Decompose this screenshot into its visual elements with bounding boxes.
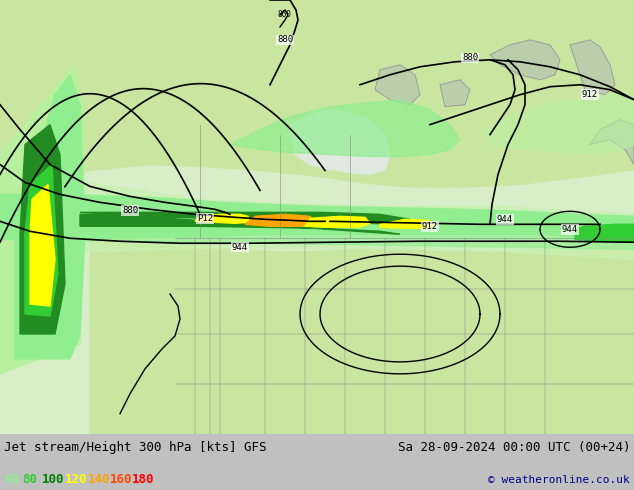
Polygon shape — [575, 224, 634, 242]
Text: 944: 944 — [562, 225, 578, 234]
Text: 180: 180 — [132, 473, 155, 487]
Polygon shape — [90, 234, 634, 434]
Text: 100: 100 — [42, 473, 65, 487]
Polygon shape — [0, 170, 634, 259]
Polygon shape — [195, 214, 250, 223]
Text: 60: 60 — [4, 473, 19, 487]
Text: 912: 912 — [582, 90, 598, 99]
Polygon shape — [590, 120, 634, 165]
Text: 880: 880 — [277, 35, 293, 45]
Polygon shape — [80, 212, 410, 234]
Polygon shape — [440, 80, 470, 107]
Text: 880: 880 — [122, 206, 138, 215]
Text: 944: 944 — [232, 243, 248, 252]
Polygon shape — [0, 170, 634, 234]
Polygon shape — [0, 0, 634, 187]
Text: Sa 28-09-2024 00:00 UTC (00+24): Sa 28-09-2024 00:00 UTC (00+24) — [398, 441, 630, 454]
Polygon shape — [0, 184, 60, 344]
Text: 912: 912 — [422, 222, 438, 231]
Text: 120: 120 — [65, 473, 87, 487]
Polygon shape — [20, 124, 65, 334]
Polygon shape — [290, 110, 390, 174]
Polygon shape — [230, 99, 460, 156]
Polygon shape — [490, 40, 560, 80]
Text: Jet stream/Height 300 hPa [kts] GFS: Jet stream/Height 300 hPa [kts] GFS — [4, 441, 266, 454]
Polygon shape — [15, 75, 85, 359]
Polygon shape — [380, 220, 435, 228]
Polygon shape — [485, 95, 634, 152]
Text: 944: 944 — [497, 215, 513, 224]
Polygon shape — [545, 220, 634, 240]
Polygon shape — [0, 65, 85, 374]
Polygon shape — [25, 165, 58, 316]
Text: 80: 80 — [22, 473, 37, 487]
Polygon shape — [0, 209, 634, 249]
Text: 140: 140 — [88, 473, 110, 487]
Text: 880: 880 — [462, 53, 478, 62]
Polygon shape — [0, 195, 634, 239]
Polygon shape — [570, 40, 615, 95]
Polygon shape — [305, 216, 370, 227]
Text: © weatheronline.co.uk: © weatheronline.co.uk — [488, 475, 630, 485]
Text: 160: 160 — [110, 473, 133, 487]
Polygon shape — [375, 65, 420, 105]
Text: P12: P12 — [197, 214, 213, 223]
Polygon shape — [245, 214, 315, 226]
Text: 860: 860 — [277, 10, 291, 20]
Polygon shape — [30, 184, 55, 306]
